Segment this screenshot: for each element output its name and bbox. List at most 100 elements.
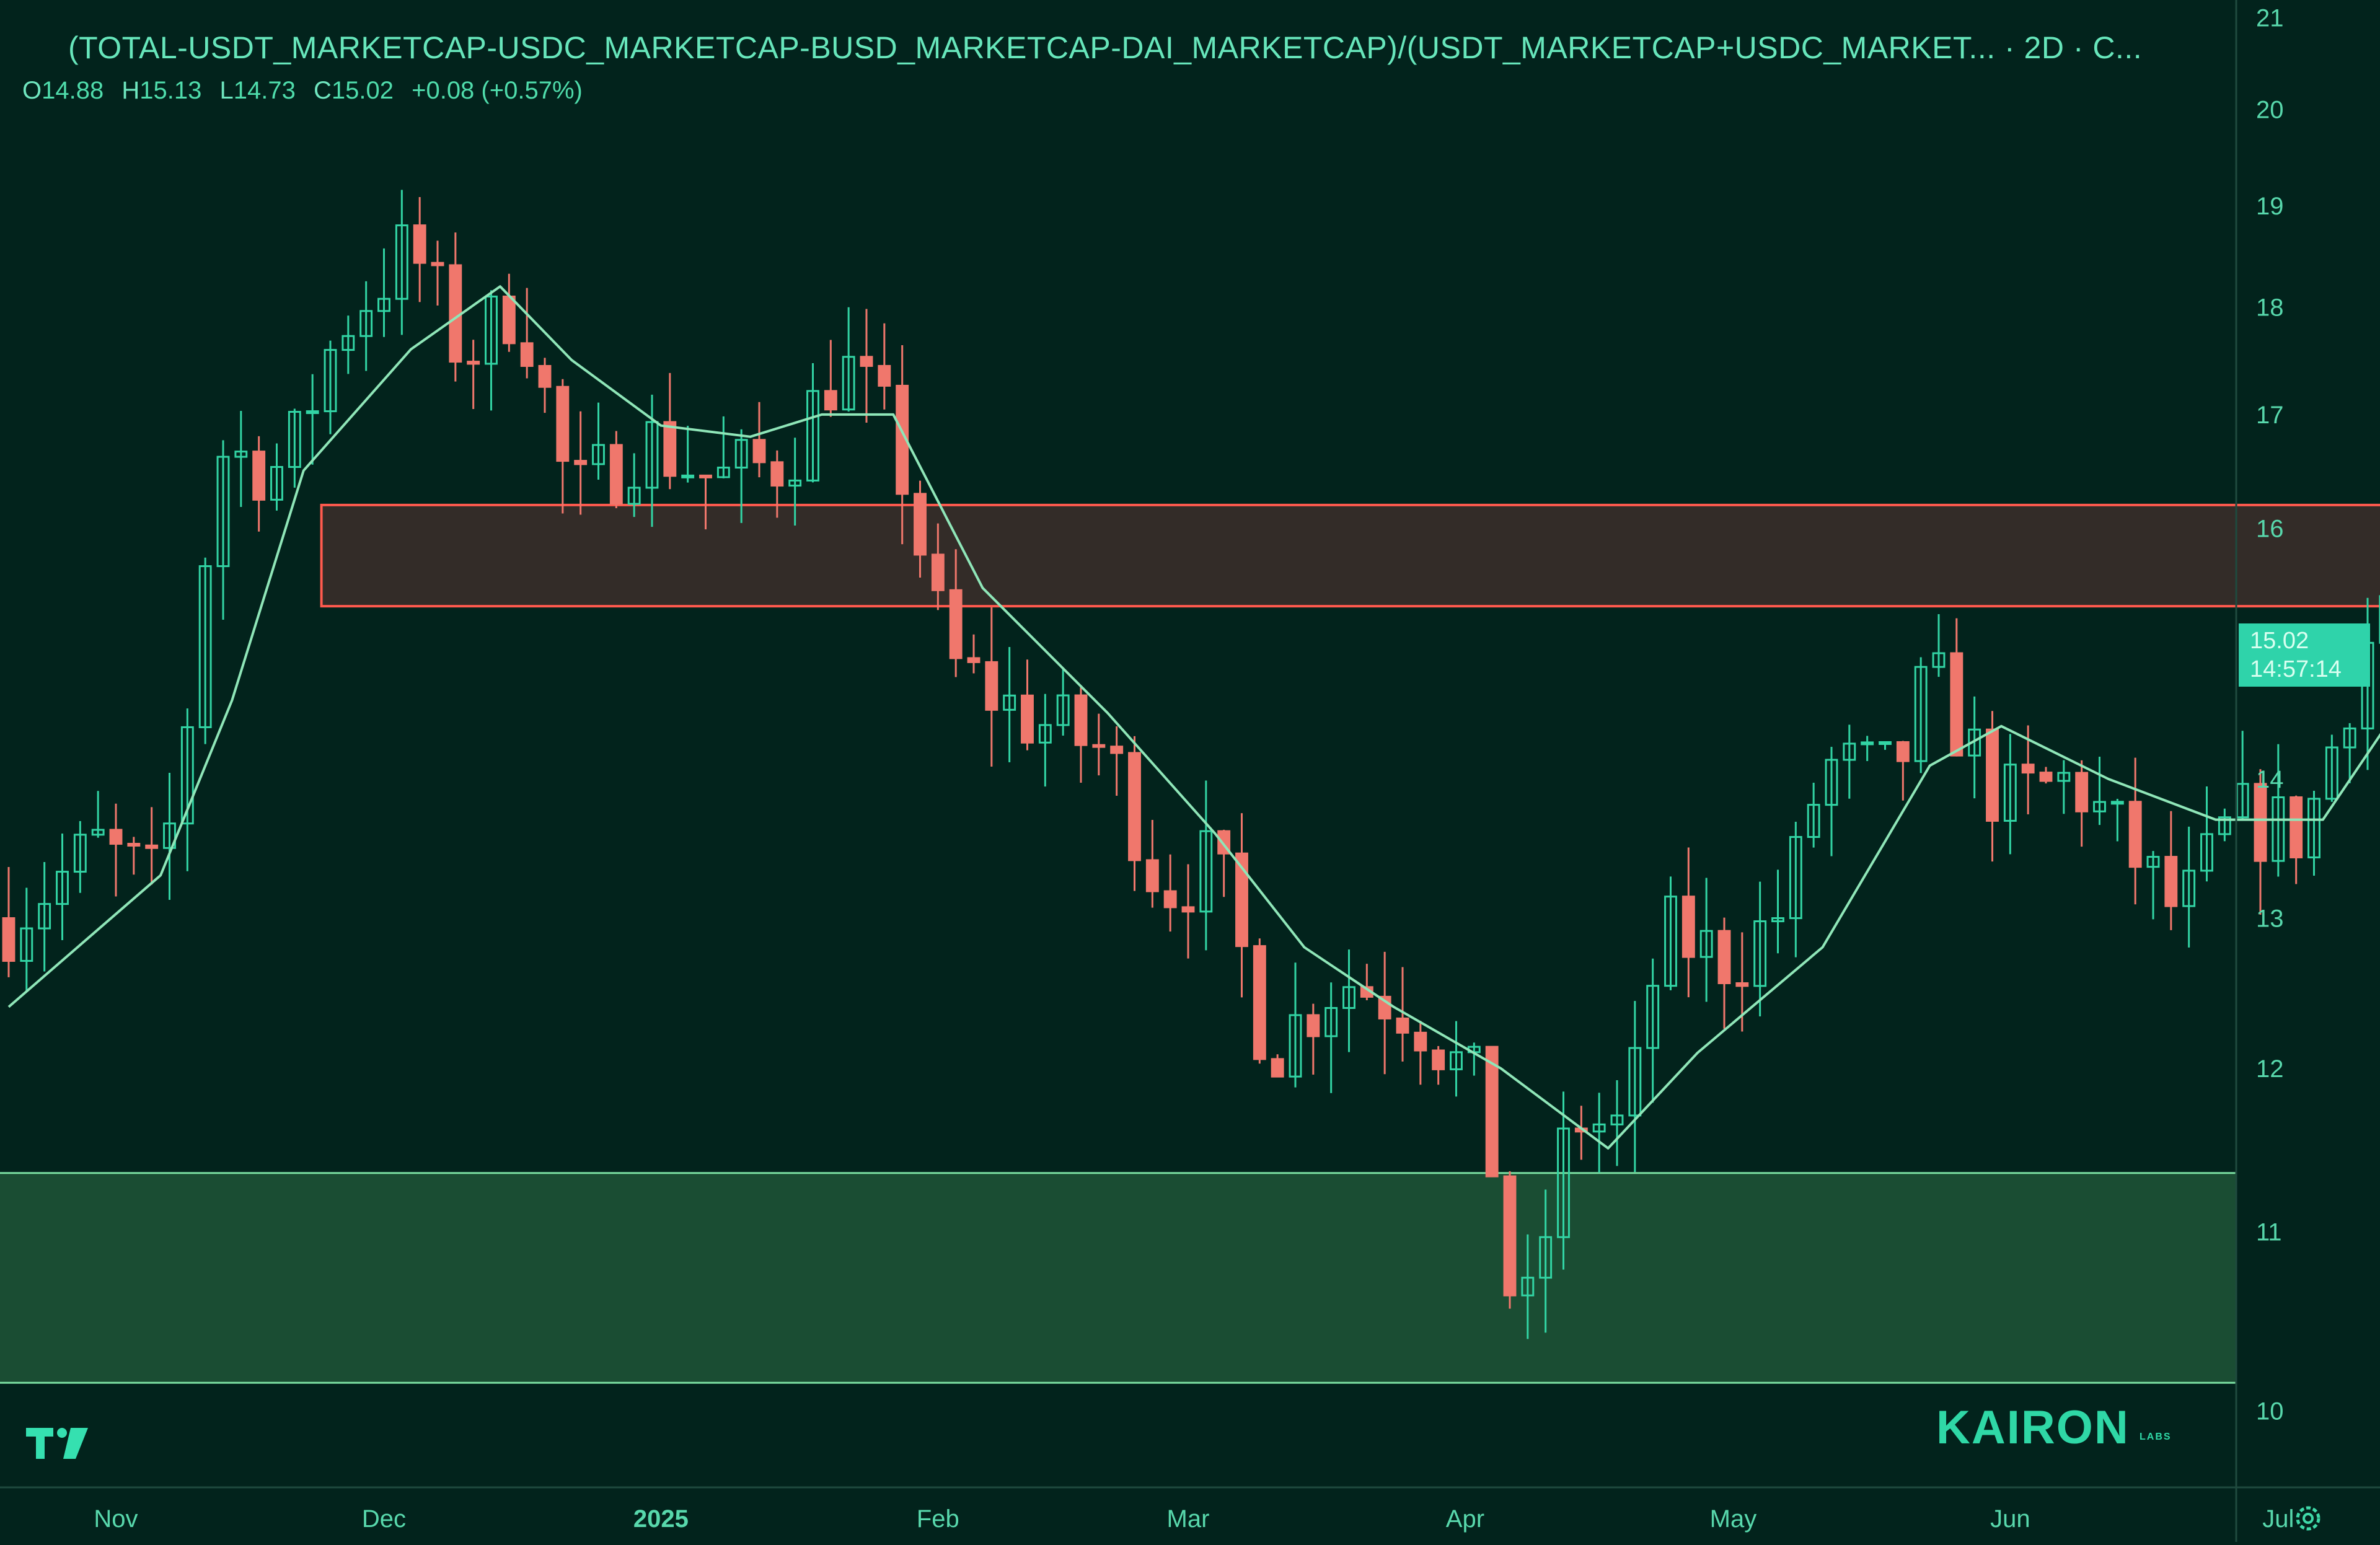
- candle-body: [575, 461, 586, 464]
- candle: [1468, 1042, 1479, 1075]
- candle: [74, 821, 86, 893]
- candle: [1880, 742, 1891, 750]
- candle-body: [2022, 765, 2034, 773]
- candles-layer: [3, 190, 2380, 1339]
- price-tick-label: 17: [2256, 402, 2284, 429]
- candle-body: [450, 265, 461, 362]
- candle: [39, 862, 50, 971]
- price-tick-label: 16: [2256, 516, 2284, 543]
- candle-body: [1183, 907, 1194, 912]
- zones-layer: [0, 505, 2380, 1383]
- price-tick-label: 10: [2256, 1398, 2284, 1425]
- candle: [110, 804, 121, 897]
- candle: [2112, 799, 2123, 841]
- candle: [1308, 1004, 1319, 1075]
- candle-body: [2076, 773, 2087, 811]
- candle: [1629, 1001, 1641, 1172]
- brand-sub-label: LABS: [2140, 1432, 2172, 1443]
- candle-body: [521, 343, 532, 366]
- candle-body: [1075, 695, 1086, 745]
- time-tick-label: May: [1710, 1505, 1757, 1533]
- time-tick-label: Feb: [917, 1505, 959, 1533]
- moving-average-layer: [9, 286, 2380, 1148]
- candle: [432, 240, 443, 306]
- time-tick-label: Nov: [94, 1505, 138, 1533]
- candle: [2004, 734, 2016, 854]
- candle-body: [557, 387, 568, 460]
- support-zone[interactable]: [0, 1173, 2236, 1383]
- candle: [414, 197, 425, 302]
- resistance-zone[interactable]: [322, 505, 2380, 606]
- brand-logo: KAIRON: [1936, 1401, 2130, 1455]
- candle-body: [253, 452, 265, 500]
- candle: [1254, 938, 1265, 1063]
- candle-body: [1880, 742, 1891, 744]
- candle: [718, 416, 729, 478]
- candle: [1361, 964, 1372, 1000]
- candle-body: [2130, 802, 2141, 867]
- candle-body: [1308, 1015, 1319, 1036]
- candle: [521, 288, 532, 379]
- candle: [2219, 809, 2230, 842]
- candle-body: [1022, 695, 1033, 742]
- candle: [253, 436, 265, 532]
- candle: [2076, 760, 2087, 847]
- price-tick-label: 20: [2256, 97, 2284, 124]
- candle: [1897, 741, 1908, 801]
- high-value: 15.13: [139, 77, 201, 104]
- candle: [1201, 781, 1212, 951]
- bar-countdown: 14:57:14: [2239, 655, 2370, 684]
- tradingview-logo-icon[interactable]: [26, 1428, 90, 1463]
- candle-body: [1683, 897, 1694, 957]
- price-tick-label: 11: [2256, 1219, 2282, 1246]
- candle: [1075, 686, 1086, 783]
- gear-icon[interactable]: [2292, 1502, 2324, 1534]
- candle: [1022, 659, 1033, 750]
- candle: [2166, 811, 2177, 930]
- candle: [610, 431, 622, 508]
- time-tick-label: 2025: [633, 1505, 689, 1533]
- candle-body: [110, 830, 121, 844]
- candle-body: [1093, 745, 1104, 747]
- price-tick-label: 18: [2256, 294, 2284, 322]
- candle: [1290, 962, 1301, 1087]
- candle: [1147, 820, 1158, 908]
- candle: [2309, 791, 2320, 876]
- candle: [1093, 714, 1104, 776]
- time-tick-label: Apr: [1446, 1505, 1484, 1533]
- candle: [1808, 783, 1819, 848]
- candle: [1683, 848, 1694, 998]
- candle: [664, 373, 676, 489]
- candle: [146, 807, 157, 884]
- candle: [1969, 697, 1980, 798]
- candle: [325, 341, 336, 434]
- candle: [1593, 1093, 1605, 1173]
- open-value: 14.88: [42, 77, 104, 104]
- candle: [2202, 786, 2213, 881]
- candle-body: [700, 475, 712, 477]
- candle: [200, 558, 211, 744]
- candle-body: [932, 555, 943, 590]
- candle-body: [754, 440, 765, 462]
- candle: [1057, 669, 1069, 736]
- candle: [271, 443, 283, 510]
- candle-body: [1719, 931, 1730, 983]
- price-tick-label: 21: [2256, 5, 2284, 32]
- candle: [3, 867, 14, 977]
- price-tick-label: 14: [2256, 766, 2284, 793]
- candle: [396, 190, 407, 335]
- candle-body: [915, 494, 926, 555]
- candle-body: [610, 445, 622, 504]
- last-price-tag: 15.02 14:57:14: [2239, 623, 2370, 687]
- candle-body: [1165, 891, 1176, 907]
- candle: [361, 281, 372, 371]
- open-label: O: [22, 77, 42, 104]
- candle-body: [1272, 1059, 1283, 1076]
- candle: [1344, 949, 1355, 1052]
- candle: [1719, 918, 1730, 1029]
- candle-body: [825, 391, 836, 410]
- candle-body: [539, 366, 550, 387]
- candle: [861, 309, 872, 423]
